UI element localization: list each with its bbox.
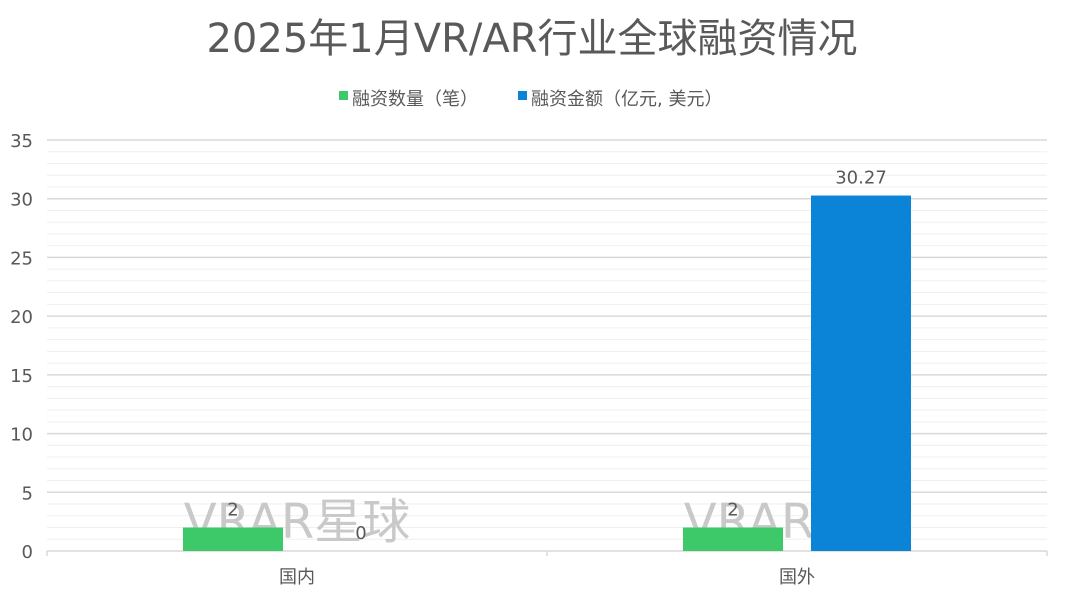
y-axis: 0 5 10 15 20 25 30 35 [10,131,33,563]
y-tick-label: 30 [10,190,33,211]
y-tick-label: 5 [22,483,33,504]
legend-swatch [339,91,348,100]
y-tick-label: 35 [10,131,33,152]
legend-label: 融资数量（笔） [352,89,478,110]
legend-label: 融资金额（亿元, 美元） [531,89,722,110]
data-label: 0 [355,523,366,544]
y-tick-label: 10 [10,425,33,446]
legend-swatch [518,91,527,100]
bar [683,527,783,551]
y-tick-label: 15 [10,366,33,387]
legend: 融资数量（笔） 融资金额（亿元, 美元） [339,89,722,110]
x-axis: 国内 国外 [46,550,1048,588]
data-labels: 2 0 2 30.27 [227,168,886,544]
bar [811,195,911,552]
chart-title: 2025年1月VR/AR行业全球融资情况 [206,16,857,62]
y-tick-label: 20 [10,307,33,328]
data-label: 2 [727,500,738,521]
data-label: 30.27 [835,168,887,189]
y-tick-label: 25 [10,248,33,269]
y-tick-label: 0 [22,542,33,563]
data-label: 2 [227,500,238,521]
x-tick-label: 国内 [279,567,315,588]
x-tick-label: 国外 [779,567,815,588]
watermarks: VRAR星球 VRAR星球 [184,494,910,550]
bar [183,527,283,551]
bars [183,195,911,552]
